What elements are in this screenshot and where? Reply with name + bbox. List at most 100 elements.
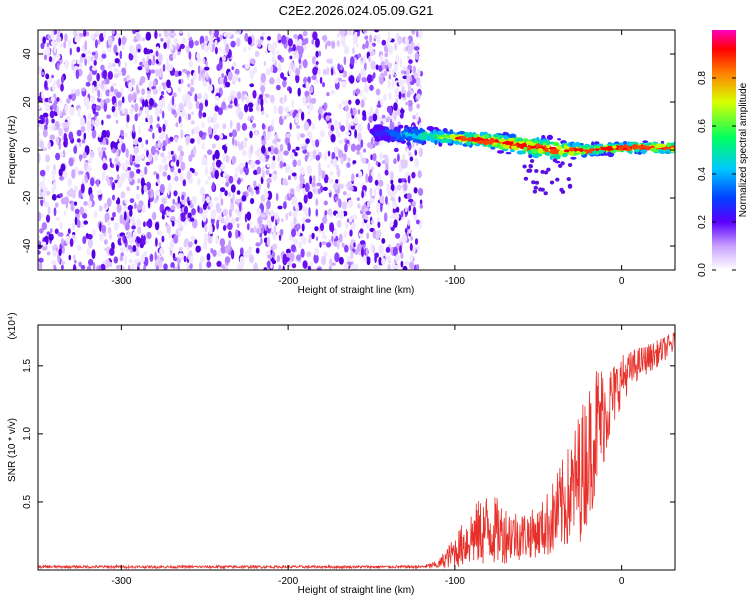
noise-speckle [210, 247, 214, 254]
signal-speckle [540, 169, 545, 174]
noise-speckle [165, 222, 168, 227]
noise-speckle [292, 44, 296, 52]
noise-speckle [72, 264, 77, 270]
noise-speckle [332, 158, 338, 167]
noise-speckle [287, 142, 291, 152]
noise-speckle [333, 146, 339, 154]
noise-speckle [269, 173, 272, 178]
noise-speckle [298, 64, 302, 70]
noise-speckle [285, 132, 291, 139]
noise-speckle [212, 154, 216, 161]
noise-speckle [162, 145, 166, 152]
noise-speckle [42, 188, 47, 198]
signal-speckle [610, 150, 614, 153]
noise-speckle [147, 190, 151, 196]
signal-speckle [449, 130, 454, 135]
noise-speckle [121, 108, 126, 114]
signal-speckle [509, 133, 517, 139]
noise-speckle [319, 76, 323, 84]
noise-speckle [290, 152, 294, 160]
signal-speckle [641, 149, 647, 155]
noise-speckle [384, 52, 389, 58]
signal-speckle [526, 141, 530, 145]
x-tick-label: -100 [445, 576, 465, 587]
noise-speckle [101, 147, 107, 151]
noise-speckle [361, 77, 368, 83]
noise-speckle [284, 94, 287, 103]
noise-speckle [302, 236, 307, 245]
noise-speckle [42, 36, 46, 45]
noise-speckle [267, 260, 271, 269]
noise-speckle [299, 166, 305, 176]
noise-speckle [395, 54, 400, 64]
noise-speckle [174, 266, 178, 270]
noise-speckle [352, 89, 356, 96]
noise-speckle [166, 79, 171, 89]
noise-speckle [374, 35, 377, 40]
noise-speckle [338, 103, 343, 109]
noise-speckle [53, 207, 57, 217]
noise-speckle [258, 152, 263, 163]
noise-speckle [187, 212, 192, 219]
noise-speckle [67, 39, 71, 47]
signal-speckle [552, 158, 558, 163]
noise-speckle [107, 36, 112, 46]
noise-speckle [204, 223, 208, 233]
noise-speckle [146, 231, 152, 240]
noise-speckle [269, 94, 275, 103]
noise-speckle [206, 196, 210, 204]
noise-speckle [192, 72, 197, 81]
noise-speckle [253, 262, 258, 270]
noise-speckle [391, 212, 396, 218]
noise-speckle [337, 132, 341, 139]
noise-speckle [306, 251, 312, 258]
noise-speckle [336, 40, 341, 47]
signal-speckle [526, 168, 531, 173]
noise-speckle [201, 141, 205, 151]
signal-speckle [503, 132, 509, 135]
noise-speckle [46, 49, 51, 55]
signal-speckle [406, 141, 411, 147]
signal-speckle [467, 136, 473, 142]
signal-speckle [388, 132, 394, 136]
noise-speckle [172, 155, 176, 163]
noise-speckle [149, 253, 154, 262]
noise-speckle [205, 35, 209, 42]
noise-speckle [203, 240, 208, 251]
signal-speckle [523, 146, 528, 152]
noise-speckle [250, 144, 254, 154]
noise-speckle [313, 253, 319, 264]
noise-speckle [162, 209, 167, 215]
noise-speckle [109, 91, 115, 97]
noise-speckle [308, 102, 314, 112]
noise-speckle [255, 189, 260, 195]
noise-speckle [416, 43, 421, 47]
noise-speckle [342, 70, 348, 78]
noise-speckle [332, 182, 339, 191]
noise-speckle [69, 238, 74, 247]
noise-speckle [225, 155, 230, 163]
noise-speckle [261, 87, 264, 97]
noise-speckle [134, 202, 137, 209]
noise-speckle [288, 211, 292, 217]
noise-speckle [376, 207, 380, 215]
noise-speckle [266, 163, 271, 168]
noise-speckle [100, 99, 104, 109]
noise-speckle [260, 72, 266, 83]
noise-speckle [357, 109, 361, 115]
noise-speckle [60, 264, 64, 270]
noise-speckle [168, 246, 173, 251]
noise-speckle [101, 53, 107, 59]
noise-speckle [222, 208, 228, 217]
noise-speckle [134, 163, 141, 168]
noise-speckle [107, 220, 111, 227]
noise-speckle [48, 56, 53, 63]
noise-speckle [419, 84, 423, 89]
noise-speckle [303, 194, 308, 204]
noise-speckle [177, 51, 181, 55]
signal-speckle [419, 127, 423, 132]
noise-speckle [60, 83, 64, 92]
noise-speckle [412, 206, 417, 216]
